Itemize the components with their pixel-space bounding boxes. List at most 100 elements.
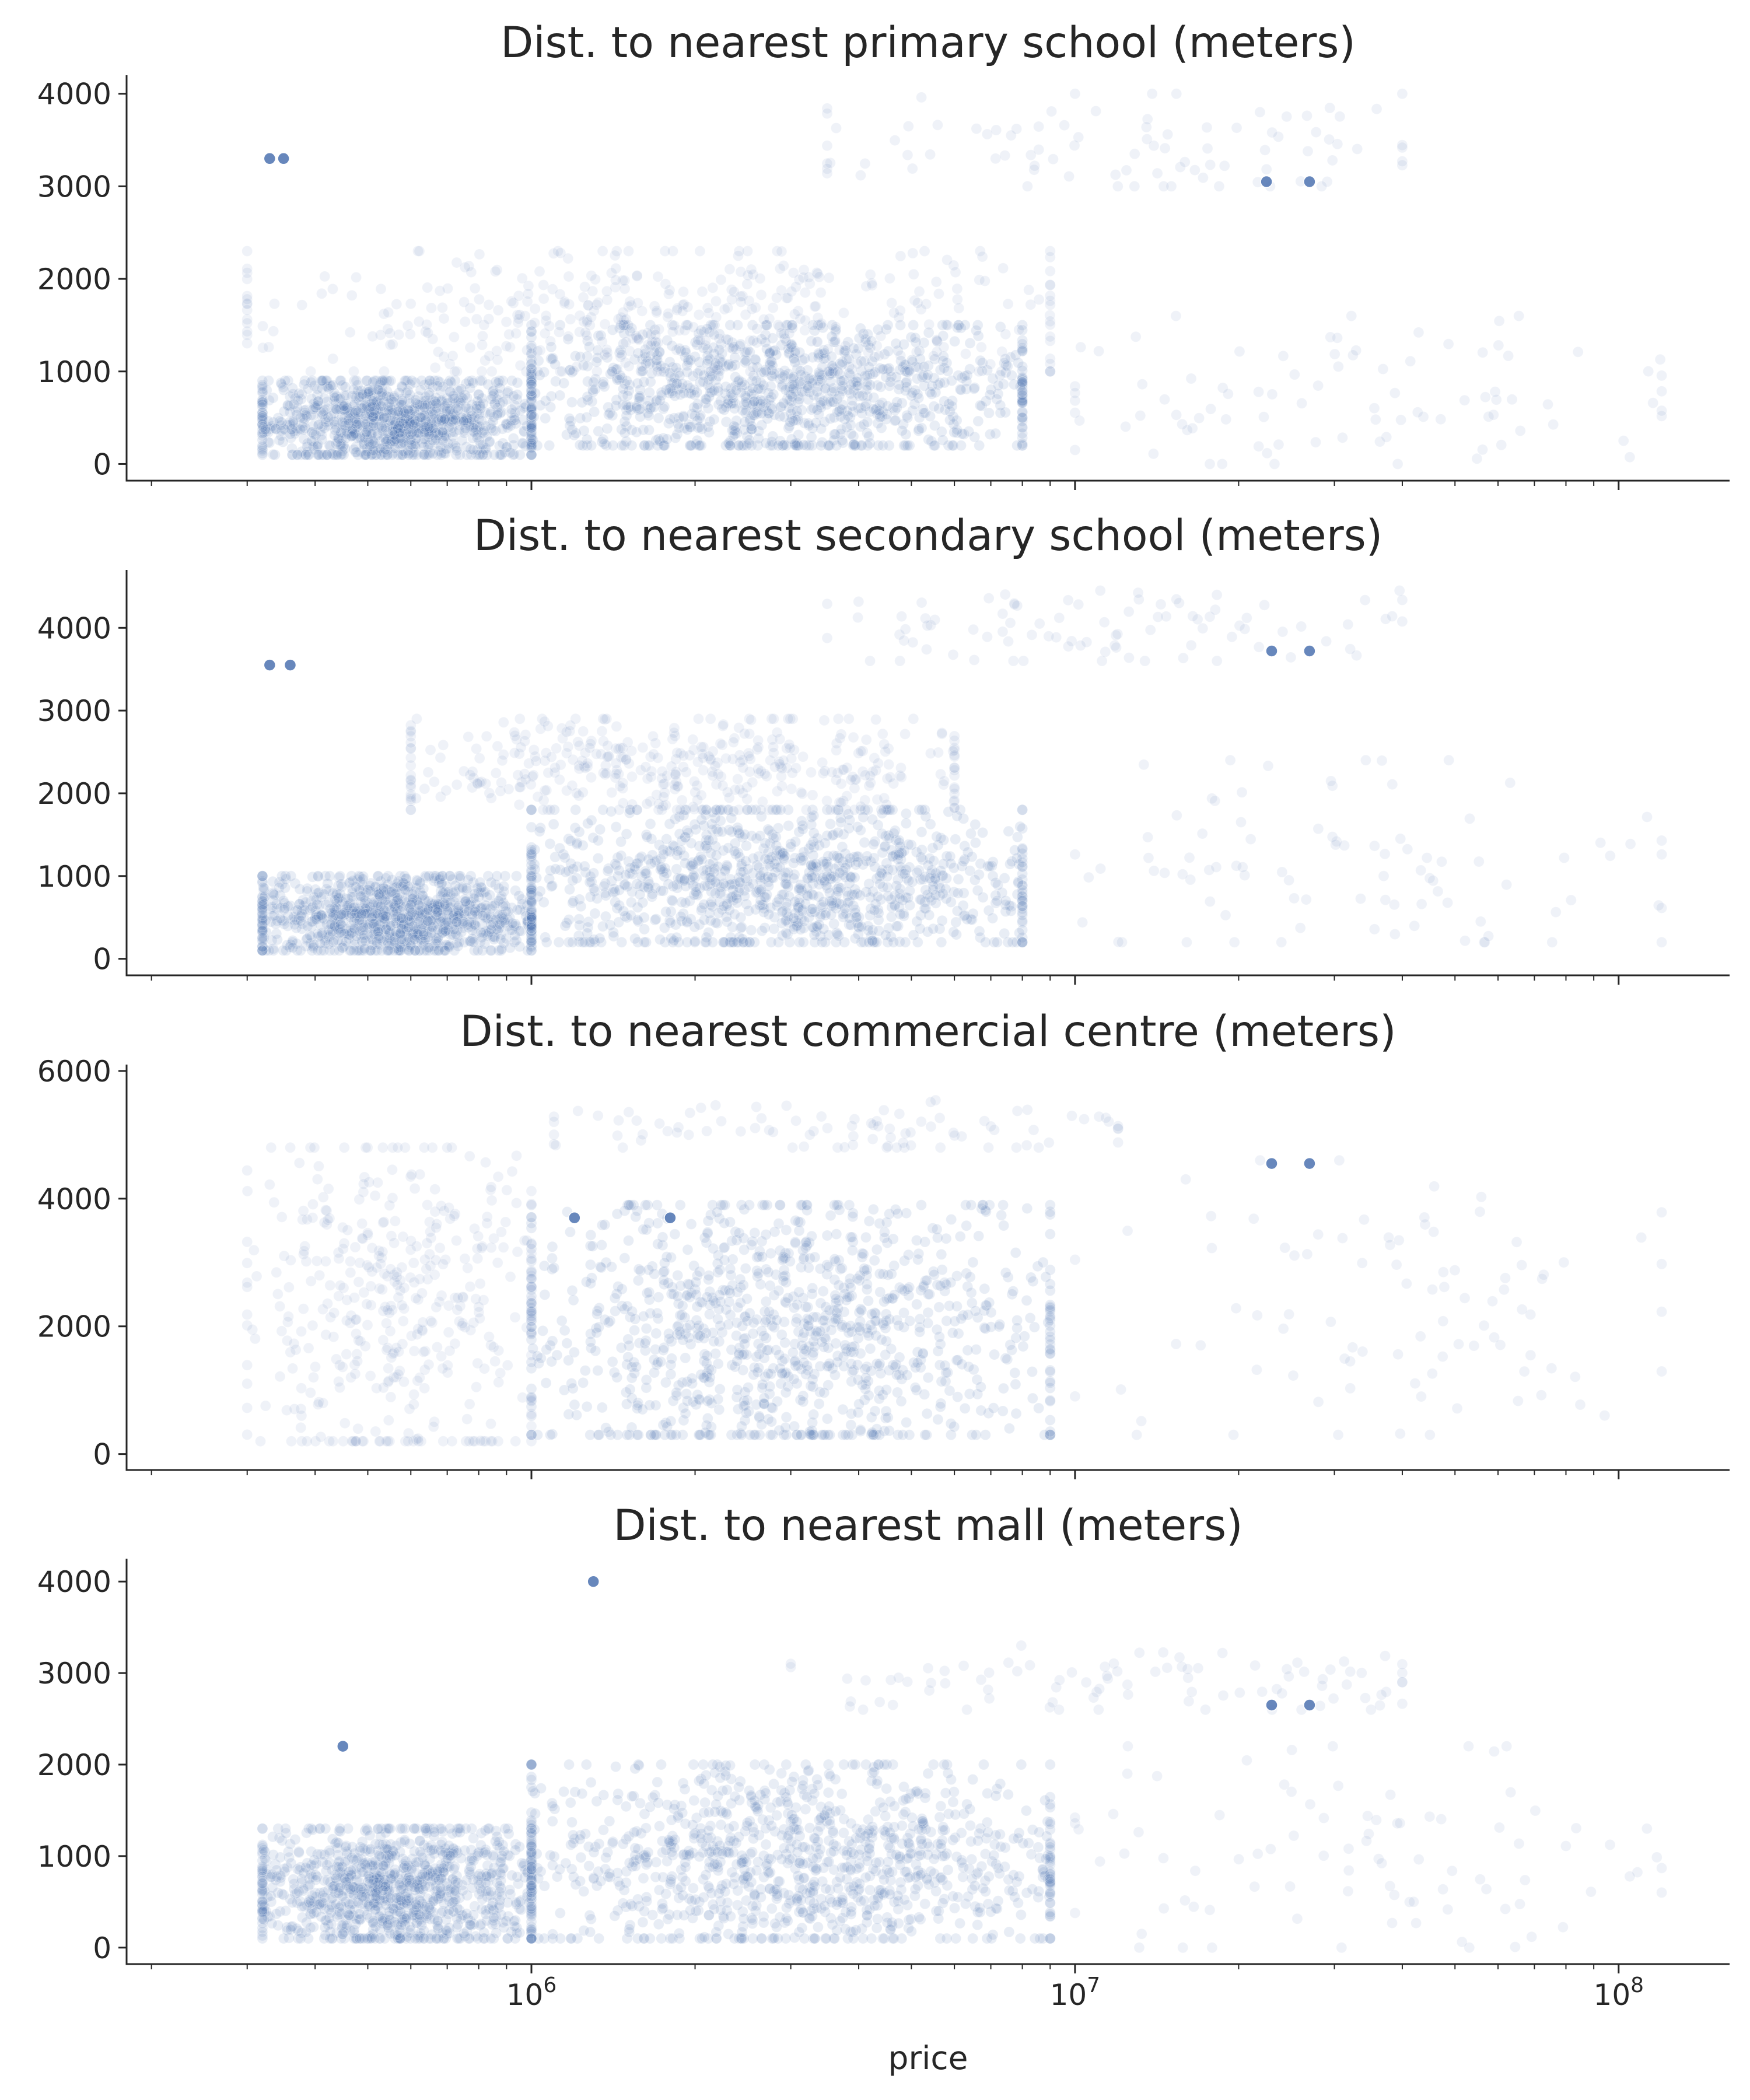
scatter-point xyxy=(571,838,583,850)
scatter-point xyxy=(526,449,537,461)
scatter-point xyxy=(257,383,268,395)
scatter-point xyxy=(394,432,406,444)
scatter-point xyxy=(405,298,416,310)
scatter-point xyxy=(1326,155,1338,166)
scatter-point xyxy=(464,342,476,354)
scatter-point xyxy=(882,319,894,331)
scatter-point xyxy=(547,880,558,891)
scatter-point xyxy=(416,375,428,387)
scatter-point xyxy=(473,449,484,461)
scatter-point xyxy=(435,385,447,397)
scatter-point xyxy=(526,423,537,435)
scatter-point xyxy=(1220,414,1232,425)
scatter-point xyxy=(838,307,849,318)
scatter-point xyxy=(991,124,1002,136)
scatter-point xyxy=(755,289,767,300)
scatter-point xyxy=(970,837,981,849)
scatter-point xyxy=(1069,88,1081,100)
scatter-point xyxy=(360,449,372,461)
scatter-point xyxy=(900,808,912,820)
scatter-point xyxy=(1647,397,1659,409)
scatter-point xyxy=(424,942,435,954)
scatter-point xyxy=(1258,411,1269,423)
scatter-point xyxy=(1025,149,1037,161)
scatter-point xyxy=(452,940,464,952)
scatter-point xyxy=(977,251,988,262)
scatter-point xyxy=(586,312,597,323)
scatter-point xyxy=(793,883,805,894)
scatter-point xyxy=(287,942,299,954)
scatter-point xyxy=(897,894,909,906)
scatter-point xyxy=(566,397,578,408)
scatter-point xyxy=(271,934,283,946)
scatter-point-dense xyxy=(263,152,276,165)
scatter-point xyxy=(439,898,451,910)
scatter-point xyxy=(544,440,555,452)
scatter-point xyxy=(526,436,537,448)
scatter-point xyxy=(951,929,962,940)
scatter-point xyxy=(327,936,339,948)
scatter-point xyxy=(485,919,496,930)
scatter-point-dense xyxy=(1260,175,1273,188)
scatter-point xyxy=(631,402,642,414)
scatter-point xyxy=(532,366,544,377)
scatter-point xyxy=(944,414,956,426)
scatter-point xyxy=(588,867,600,879)
scatter-point xyxy=(327,379,339,391)
scatter-point xyxy=(620,313,632,325)
scatter-point xyxy=(765,355,777,367)
scatter-point xyxy=(485,944,497,956)
scatter-point xyxy=(476,366,488,377)
scatter-point xyxy=(774,862,786,873)
scatter-point xyxy=(933,288,944,300)
scatter-point xyxy=(257,394,268,405)
scatter-point xyxy=(961,369,973,381)
scatter-point xyxy=(448,331,460,343)
scatter-point xyxy=(292,425,303,436)
scatter-point xyxy=(815,287,827,299)
scatter-point xyxy=(451,257,463,268)
scatter-point xyxy=(428,448,439,460)
scatter-point xyxy=(1477,346,1489,358)
scatter-point xyxy=(972,415,984,427)
scatter-point xyxy=(1044,319,1056,331)
scatter-point xyxy=(951,905,963,917)
scatter-point xyxy=(930,276,942,288)
scatter-point xyxy=(602,865,614,877)
scatter-point xyxy=(797,904,808,915)
scatter-point xyxy=(1017,376,1028,388)
scatter-point xyxy=(636,361,648,373)
scatter-point xyxy=(730,384,742,396)
scatter-point xyxy=(909,332,921,344)
scatter-point xyxy=(696,814,708,825)
scatter-point xyxy=(413,899,425,911)
scatter-point xyxy=(653,412,664,424)
scatter-point xyxy=(291,449,303,461)
scatter-point xyxy=(384,418,396,429)
scatter-point xyxy=(895,250,907,262)
scatter-point xyxy=(668,935,680,946)
scatter-point xyxy=(977,827,988,838)
scatter-point xyxy=(855,890,866,901)
scatter-point xyxy=(710,917,722,929)
scatter-point xyxy=(951,322,963,334)
scatter-point xyxy=(722,916,733,928)
scatter-point xyxy=(724,342,736,354)
scatter-point xyxy=(1029,160,1041,172)
scatter-point xyxy=(1090,106,1102,117)
scatter-point xyxy=(736,921,747,933)
scatter-point xyxy=(554,326,565,338)
scatter-point xyxy=(562,253,574,264)
scatter-point xyxy=(788,912,799,924)
scatter-point xyxy=(1261,447,1273,459)
scatter-point xyxy=(331,889,342,901)
scatter-point xyxy=(663,288,674,300)
scatter-point xyxy=(422,282,433,293)
scatter-point xyxy=(257,932,268,944)
scatter-point xyxy=(631,426,642,438)
scatter-point xyxy=(471,421,482,432)
scatter-point xyxy=(1179,156,1191,168)
scatter-point xyxy=(268,416,279,428)
scatter-point xyxy=(277,944,289,956)
scatter-point xyxy=(305,410,317,421)
